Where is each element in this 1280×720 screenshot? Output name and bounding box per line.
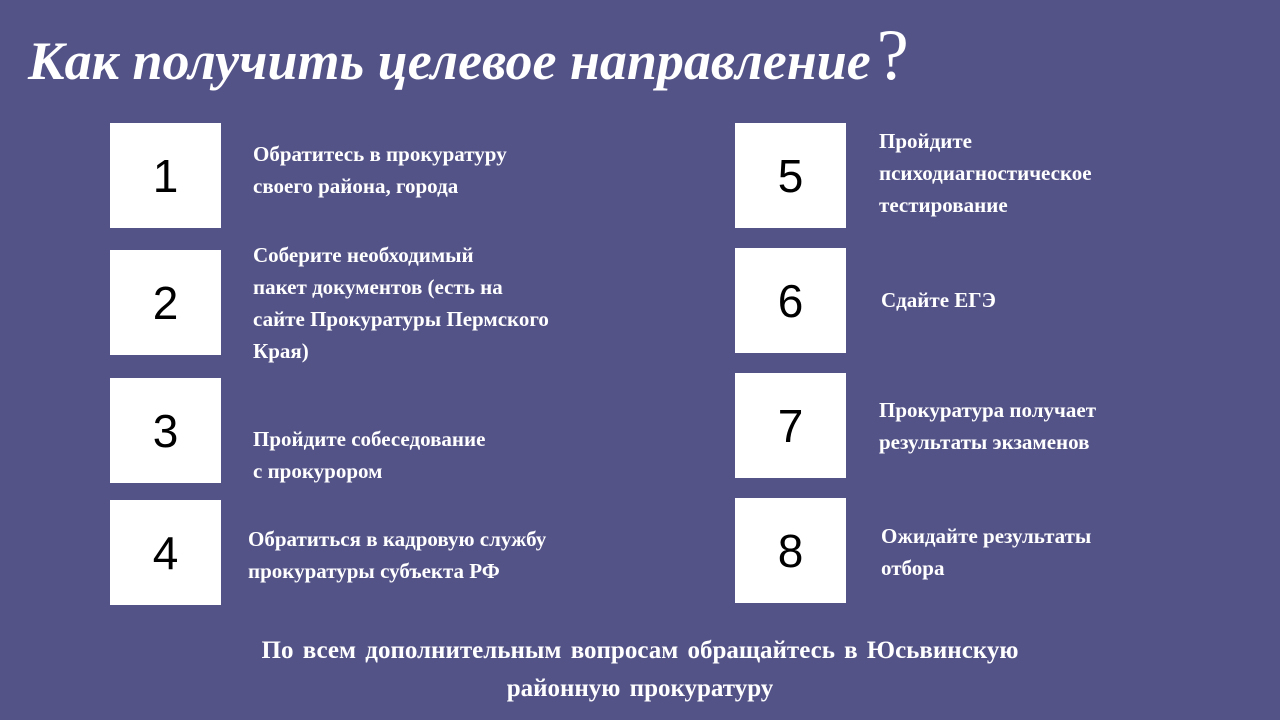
step-line: Края) bbox=[253, 339, 309, 363]
step-text-1: Обратитесь в прокуратуру своего района, … bbox=[253, 138, 507, 202]
step-text-7: Прокуратура получает результаты экзамено… bbox=[879, 394, 1096, 458]
step-text-5: Пройдите психодиагностическое тестирован… bbox=[879, 125, 1092, 221]
slide-title: Как получить целевое направление? bbox=[28, 14, 909, 97]
step-number-box-6: 6 bbox=[735, 248, 846, 353]
step-number-box-1: 1 bbox=[110, 123, 221, 228]
footer-line: По всем дополнительным вопросам обращайт… bbox=[261, 637, 1019, 664]
step-line: Обратитесь в прокуратуру bbox=[253, 142, 507, 166]
step-line: Пройдите bbox=[879, 129, 972, 153]
step-number-box-4: 4 bbox=[110, 500, 221, 605]
step-line: Ожидайте результаты bbox=[881, 524, 1092, 548]
step-text-3: Пройдите собеседование с прокурором bbox=[253, 423, 485, 487]
step-line: Пройдите собеседование bbox=[253, 427, 486, 451]
step-text-8: Ожидайте результаты отбора bbox=[881, 520, 1091, 584]
step-line: сайте Прокуратуры Пермского bbox=[253, 307, 549, 331]
step-line: Сдайте ЕГЭ bbox=[881, 288, 996, 312]
step-number-box-3: 3 bbox=[110, 378, 221, 483]
step-line: отбора bbox=[881, 556, 945, 580]
step-number-box-8: 8 bbox=[735, 498, 846, 603]
step-line: Соберите необходимый bbox=[253, 243, 474, 267]
step-line: с прокурором bbox=[253, 459, 383, 483]
step-text-4: Обратиться в кадровую службу прокуратуры… bbox=[248, 523, 546, 587]
step-text-2: Соберите необходимый пакет документов (е… bbox=[253, 239, 549, 367]
step-line: тестирование bbox=[879, 193, 1008, 217]
footer-note: По всем дополнительным вопросам обращайт… bbox=[0, 632, 1280, 708]
step-line: пакет документов (есть на bbox=[253, 275, 503, 299]
step-line: прокуратуры субъекта РФ bbox=[248, 559, 500, 583]
step-number-box-2: 2 bbox=[110, 250, 221, 355]
step-number-box-7: 7 bbox=[735, 373, 846, 478]
step-line: Прокуратура получает bbox=[879, 398, 1097, 422]
step-line: результаты экзаменов bbox=[879, 430, 1090, 454]
title-question-mark: ? bbox=[876, 15, 909, 95]
title-text: Как получить целевое направление bbox=[28, 31, 871, 91]
step-line: Обратиться в кадровую службу bbox=[248, 527, 547, 551]
footer-line: районную прокуратуру bbox=[506, 675, 774, 702]
step-number-box-5: 5 bbox=[735, 123, 846, 228]
step-line: психодиагностическое bbox=[879, 161, 1092, 185]
step-text-6: Сдайте ЕГЭ bbox=[881, 284, 996, 316]
step-line: своего района, города bbox=[253, 174, 459, 198]
